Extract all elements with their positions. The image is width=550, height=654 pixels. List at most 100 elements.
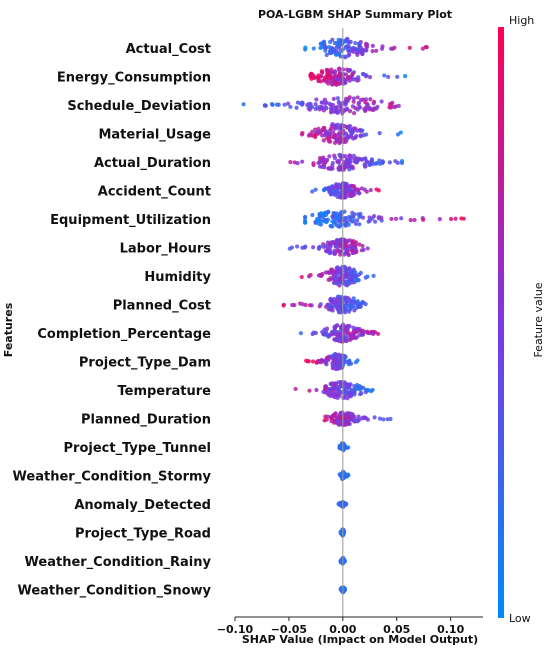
shap-point — [342, 272, 348, 278]
shap-point — [326, 392, 331, 397]
shap-point — [381, 417, 386, 422]
shap-point — [241, 102, 246, 107]
shap-point — [328, 307, 334, 312]
shap-point — [355, 382, 360, 388]
shap-point — [363, 156, 368, 161]
shap-point — [317, 164, 323, 169]
shap-point — [322, 75, 328, 80]
shap-point — [314, 97, 319, 102]
shap-point — [315, 129, 321, 134]
shap-point — [322, 161, 327, 166]
shap-point — [350, 304, 355, 309]
x-tick-label: −0.10 — [217, 623, 254, 636]
shap-point — [338, 249, 343, 254]
shap-point — [335, 194, 340, 200]
shap-point — [355, 95, 360, 100]
shap-point — [337, 224, 343, 229]
feature-label: Planned_Cost — [113, 299, 211, 314]
shap-point — [328, 126, 334, 131]
shap-point — [342, 80, 348, 86]
shap-point — [318, 302, 323, 307]
shap-point — [323, 359, 329, 365]
shap-point — [350, 239, 355, 245]
shap-point — [332, 156, 338, 161]
shap-point — [335, 96, 340, 101]
shap-point — [350, 164, 355, 169]
shap-point — [318, 45, 323, 51]
shap-point — [345, 396, 350, 401]
shap-point — [329, 109, 334, 114]
feature-label: Energy_Consumption — [57, 71, 211, 86]
shap-point — [348, 277, 354, 283]
points-layer — [241, 36, 466, 595]
shap-point — [389, 216, 394, 222]
shap-point — [379, 215, 384, 220]
colorbar-high-label: High — [509, 14, 534, 27]
x-axis-title: SHAP Value (Impact on Model Output) — [242, 633, 478, 646]
shap-point — [330, 214, 336, 219]
shap-point — [316, 78, 321, 84]
shap-point — [368, 97, 373, 102]
shap-point — [387, 105, 392, 110]
shap-point — [351, 184, 356, 189]
shap-point — [344, 107, 349, 112]
shap-point — [351, 325, 356, 330]
shap-point — [338, 473, 343, 478]
shap-point — [327, 136, 332, 141]
feature-label: Humidity — [144, 270, 211, 285]
shap-point — [321, 331, 327, 336]
shap-point — [448, 216, 454, 222]
shap-point — [371, 214, 377, 219]
shap-point — [336, 160, 341, 165]
shap-point — [299, 132, 305, 137]
shap-point — [346, 222, 351, 227]
shap-point — [323, 131, 328, 137]
shap-point — [359, 186, 364, 191]
shap-point — [316, 273, 322, 278]
shap-point — [369, 158, 374, 163]
shap-point — [313, 330, 318, 336]
feature-label: Accident_Count — [98, 185, 211, 200]
shap-point — [334, 52, 339, 57]
x-tick-label: −0.05 — [271, 623, 307, 636]
shap-point — [300, 245, 305, 250]
shap-point — [360, 51, 365, 56]
shap-point — [382, 73, 387, 78]
shap-point — [323, 270, 328, 275]
shap-point — [316, 245, 322, 250]
shap-point — [310, 105, 315, 110]
shap-point — [320, 70, 325, 75]
shap-point — [337, 242, 342, 247]
shap-point — [459, 216, 464, 221]
shap-point — [318, 218, 324, 223]
shap-point — [370, 107, 375, 112]
shap-point — [437, 217, 442, 222]
shap-point — [380, 44, 385, 49]
shap-point — [285, 101, 291, 106]
shap-point — [345, 135, 350, 140]
shap-point — [377, 131, 382, 136]
shap-point — [350, 136, 356, 141]
shap-point — [329, 82, 335, 87]
shap-point — [332, 324, 337, 329]
shap-point — [350, 104, 355, 109]
shap-point — [407, 45, 412, 50]
shap-point — [342, 54, 347, 59]
shap-point — [379, 99, 384, 104]
shap-point — [330, 37, 335, 42]
shap-point — [349, 333, 354, 338]
shap-point — [302, 218, 308, 223]
shap-point — [331, 394, 336, 399]
feature-label: Completion_Percentage — [37, 327, 211, 342]
shap-point — [345, 164, 350, 169]
shap-point — [343, 330, 348, 336]
shap-point — [312, 133, 318, 138]
shap-point — [298, 301, 303, 306]
shap-point — [351, 296, 356, 301]
shap-point — [342, 216, 347, 221]
shap-point — [346, 420, 351, 425]
shap-point — [306, 274, 312, 279]
shap-point — [374, 161, 379, 166]
shap-point — [337, 422, 342, 427]
